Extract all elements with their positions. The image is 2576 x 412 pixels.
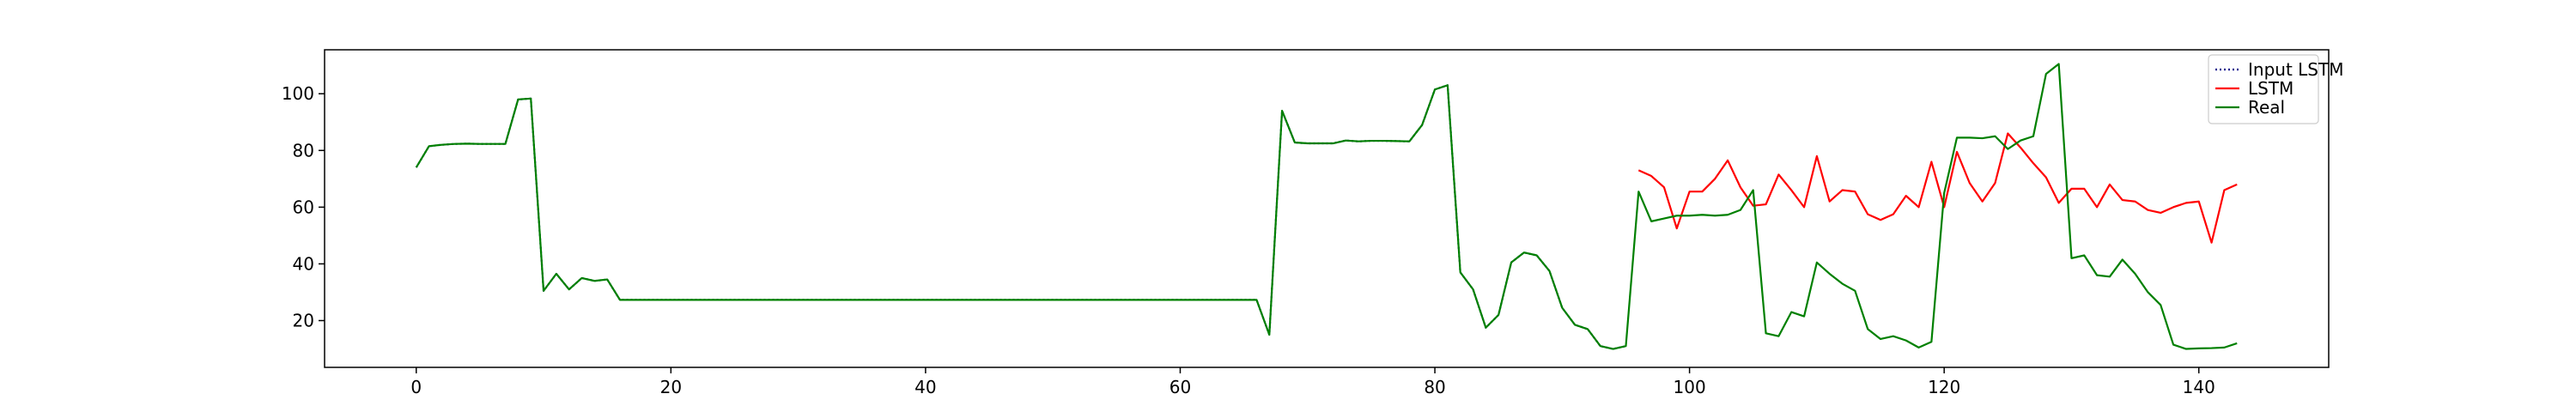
x-tick-label: 20 <box>660 377 682 397</box>
x-tick-label: 100 <box>1674 377 1706 397</box>
x-tick-label: 120 <box>1928 377 1960 397</box>
legend-label: Real <box>2248 97 2285 118</box>
series-layer <box>415 63 2238 350</box>
axes-frame <box>324 49 2330 368</box>
legend-label: Input LSTM <box>2248 59 2343 80</box>
y-axis: 20 40 60 80 100 <box>282 83 325 330</box>
y-tick-label: 80 <box>293 140 314 161</box>
x-tick-label: 40 <box>914 377 936 397</box>
series-line-input-lstm <box>415 84 1626 350</box>
x-tick-label: 0 <box>410 377 422 397</box>
y-tick-label: 100 <box>282 83 314 104</box>
x-tick-label: 140 <box>2183 377 2215 397</box>
x-axis: 0 20 40 60 80 100 120 140 <box>410 367 2215 397</box>
y-tick-label: 20 <box>293 310 314 330</box>
y-tick-label: 60 <box>293 197 314 217</box>
x-tick-label: 60 <box>1170 377 1191 397</box>
y-tick-label: 40 <box>293 253 314 274</box>
x-tick-label: 80 <box>1424 377 1445 397</box>
series-line-lstm <box>1637 132 2238 244</box>
legend-label: LSTM <box>2248 78 2293 99</box>
series-line-real <box>415 63 2238 350</box>
